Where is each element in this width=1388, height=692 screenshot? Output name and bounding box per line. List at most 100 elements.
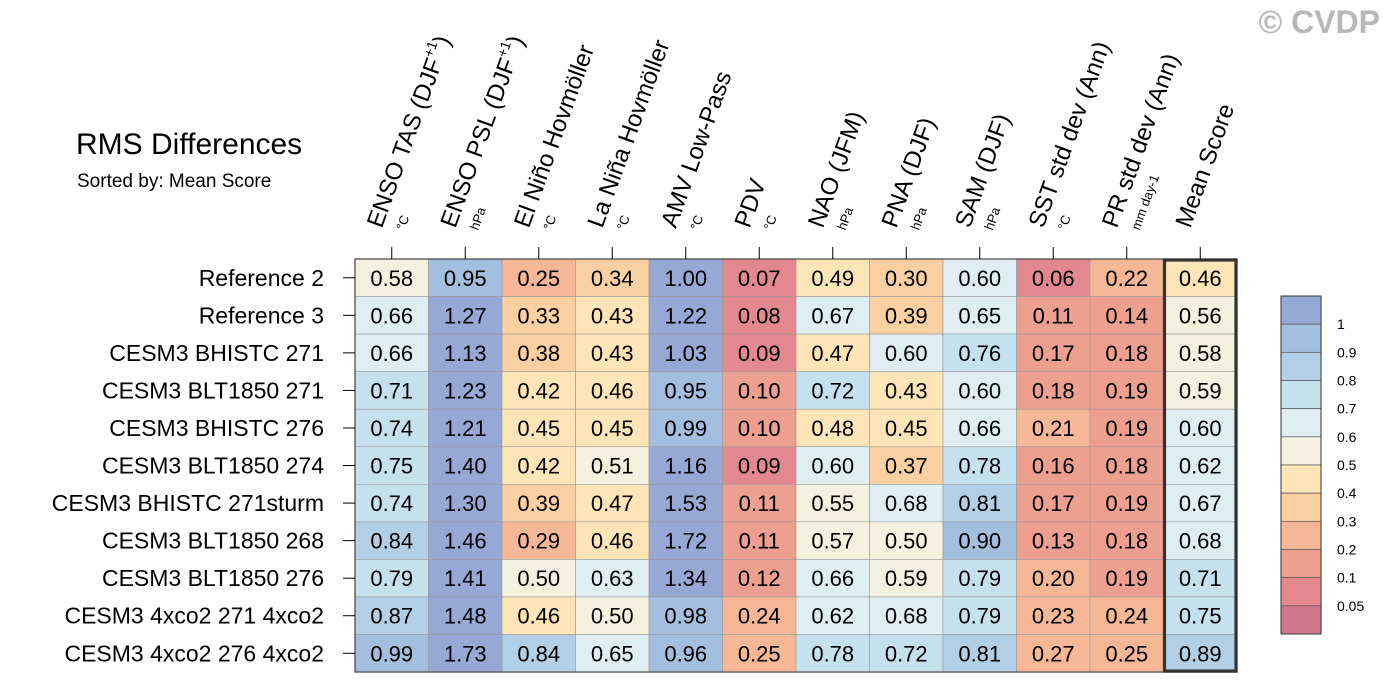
cell-value-label: 0.95 (664, 378, 707, 403)
column-unit: °C (761, 213, 780, 232)
heatmap-cell (1016, 408, 1091, 448)
heatmap-cell (795, 296, 870, 335)
heatmap-cell (1089, 296, 1164, 335)
cell-value-label: 0.49 (811, 266, 854, 291)
cell-value-label: 0.59 (1179, 378, 1222, 403)
cell-value-label: 0.75 (1179, 604, 1222, 629)
heatmap-cell (1089, 371, 1164, 410)
cell-value-label: 0.19 (1105, 416, 1148, 441)
colorbar-box (1280, 577, 1322, 607)
colorbar-box (1280, 520, 1322, 550)
heatmap-cell (722, 408, 797, 448)
cell-value-label: 0.19 (1105, 378, 1148, 403)
chart-title: RMS Differences (76, 128, 303, 161)
cell-value-label: 0.58 (370, 266, 413, 291)
cell-value-label: 0.18 (1105, 341, 1148, 366)
heatmap-cell (354, 559, 429, 598)
column-name: NAO (JFM) (803, 108, 870, 231)
cell-value-label: 0.96 (664, 641, 707, 666)
row-label: CESM3 BHISTC 271sturm (52, 490, 324, 516)
cell-value-label: 0.27 (1032, 641, 1075, 666)
heatmap-cell (501, 483, 576, 523)
cell-value-label: 0.16 (1032, 454, 1075, 479)
cell-value-label: 0.56 (1179, 303, 1222, 328)
heatmap-cell (575, 521, 650, 560)
column-unit: hPa (981, 204, 1003, 232)
cell-value-label: 0.55 (811, 491, 854, 516)
column-name: El Niño Hovmöller (509, 41, 600, 231)
cell-value-label: 0.17 (1032, 491, 1075, 516)
cell-value-label: 0.47 (591, 491, 634, 516)
cell-value-label: 0.98 (664, 604, 707, 629)
cell-value-label: 0.51 (591, 454, 634, 479)
heatmap-cell (428, 483, 503, 523)
heatmap-cell (648, 296, 723, 335)
cell-value-label: 0.18 (1032, 378, 1075, 403)
heatmap-cell (1163, 258, 1238, 297)
cell-value-label: 0.06 (1032, 266, 1075, 291)
heatmap-cell (428, 446, 503, 485)
cell-value-label: 0.99 (664, 416, 707, 441)
cell-value-label: 0.48 (811, 416, 854, 441)
cell-value-label: 0.79 (958, 566, 1001, 591)
heatmap-cell (722, 296, 797, 335)
heatmap-cell (1089, 634, 1164, 673)
column-name: Mean Score (1171, 100, 1241, 231)
heatmap-cell (1089, 483, 1164, 523)
heatmap-cell (428, 258, 503, 297)
heatmap-cell (648, 521, 723, 560)
heatmap-cell (575, 446, 650, 485)
heatmap-cell (1016, 483, 1091, 523)
heatmap-cell (354, 483, 429, 523)
heatmap-cell (428, 371, 503, 410)
heatmap-cell (942, 483, 1017, 523)
heatmap-cell (648, 371, 723, 410)
heatmap-cell (795, 634, 870, 673)
cell-value-label: 0.95 (444, 266, 487, 291)
cell-value-label: 0.81 (958, 491, 1001, 516)
column-label: NAO (JFM)hPa (803, 108, 870, 232)
heatmap-cell (1163, 559, 1238, 598)
heatmap-cell (501, 634, 576, 673)
row-label: CESM3 BHISTC 276 (109, 415, 324, 441)
cell-value-label: 0.11 (739, 529, 780, 554)
cell-value-label: 0.20 (1032, 566, 1075, 591)
heatmap-cell (1016, 634, 1091, 673)
cell-value-label: 0.25 (738, 641, 781, 666)
cell-value-label: 1.13 (444, 341, 487, 366)
heatmap-cell (795, 446, 870, 485)
cell-value-label: 0.33 (517, 303, 560, 328)
cell-value-label: 0.84 (517, 641, 560, 666)
colorbar-tick-label: 0.8 (1337, 373, 1357, 389)
heatmap-cell (869, 483, 944, 523)
column-label: PDV°C (730, 175, 780, 232)
heatmap-cell (942, 446, 1017, 485)
heatmap-cell (795, 333, 870, 372)
cell-value-label: 0.50 (885, 529, 928, 554)
cell-value-label: 0.23 (1032, 604, 1075, 629)
colorbar-tick-label: 0.5 (1337, 457, 1357, 473)
cell-value-label: 0.79 (370, 566, 413, 591)
cell-value-label: 0.65 (591, 641, 634, 666)
cell-value-label: 0.09 (738, 341, 781, 366)
heatmap-cell (1089, 596, 1164, 635)
heatmap-cell (869, 521, 944, 560)
cell-value-label: 0.68 (885, 491, 928, 516)
colorbar-box (1280, 323, 1322, 353)
cell-value-label: 0.63 (591, 566, 634, 591)
heatmap-cell (942, 634, 1017, 673)
column-label: PNA (DJF)hPa (877, 114, 942, 232)
heatmap-cell (942, 333, 1017, 372)
cell-value-label: 1.22 (664, 303, 707, 328)
heatmap-cell (722, 333, 797, 372)
cell-value-label: 0.46 (591, 378, 634, 403)
heatmap-cell (1163, 333, 1238, 372)
cell-value-label: 0.62 (1179, 454, 1222, 479)
heatmap-cell (428, 634, 503, 673)
cell-value-label: 0.18 (1105, 529, 1148, 554)
cell-value-label: 0.60 (885, 341, 928, 366)
heatmap-cell (942, 296, 1017, 335)
colorbar: 1 0.9 0.8 0.7 0.6 0.5 0.4 0.3 0.2 0.1 0.05 (1280, 295, 1364, 635)
heatmap-cell (1163, 408, 1238, 448)
column-unit: hPa (467, 204, 489, 232)
